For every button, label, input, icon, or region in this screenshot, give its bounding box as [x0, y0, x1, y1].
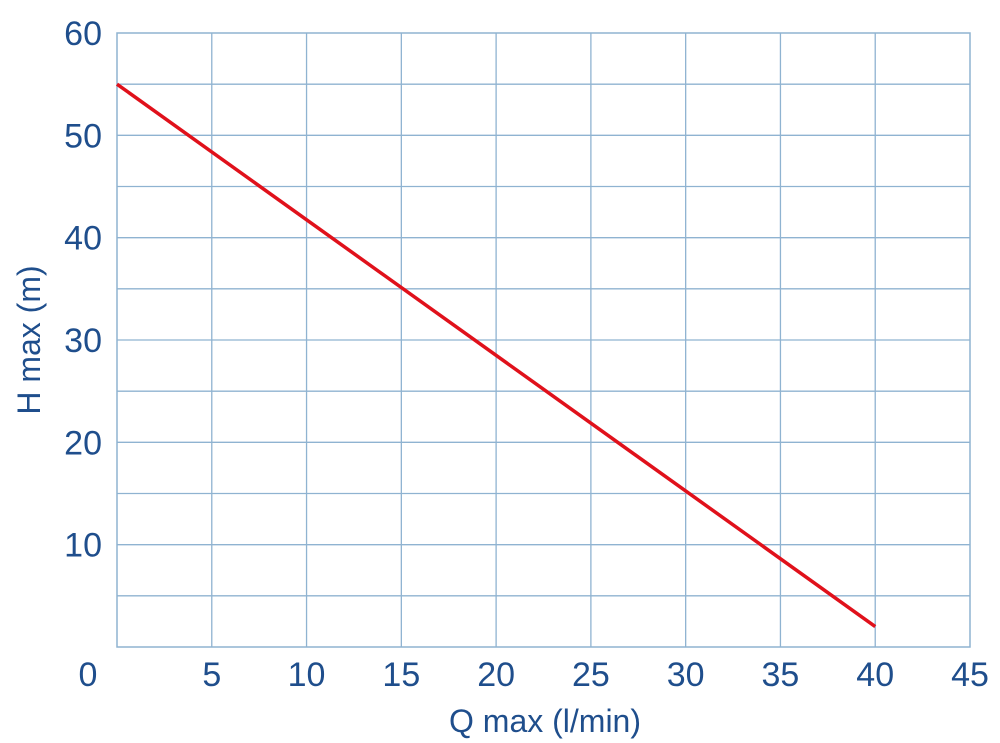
- x-tick-label: 30: [667, 656, 705, 694]
- x-tick-label: 35: [762, 656, 800, 694]
- x-tick-label: 20: [477, 656, 515, 694]
- series-layer: [115, 82, 877, 628]
- x-tick-label: 25: [572, 656, 610, 694]
- x-tick-label: 5: [202, 656, 221, 694]
- y-tick-label: 30: [64, 322, 102, 360]
- x-axis-label: Q max (l/min): [449, 703, 641, 739]
- y-tick-label: 20: [64, 424, 102, 462]
- series-line: [115, 82, 877, 628]
- x-tick-label: 40: [856, 656, 894, 694]
- x-tick-labels: 0 5 10 15 20 25 30 35 40 45: [79, 656, 989, 694]
- y-tick-label: 40: [64, 220, 102, 258]
- x-tick-label: 0: [79, 656, 98, 694]
- y-tick-label: 10: [64, 527, 102, 565]
- x-tick-label: 15: [382, 656, 420, 694]
- y-axis-label: H max (m): [11, 265, 47, 414]
- y-tick-labels: 10 20 30 40 50 60: [64, 15, 102, 565]
- y-tick-label: 60: [64, 15, 102, 53]
- y-tick-label: 50: [64, 117, 102, 155]
- x-tick-label: 10: [288, 656, 326, 694]
- grid: [117, 33, 970, 647]
- plot-frame: [116, 32, 971, 648]
- x-tick-label: 45: [951, 656, 989, 694]
